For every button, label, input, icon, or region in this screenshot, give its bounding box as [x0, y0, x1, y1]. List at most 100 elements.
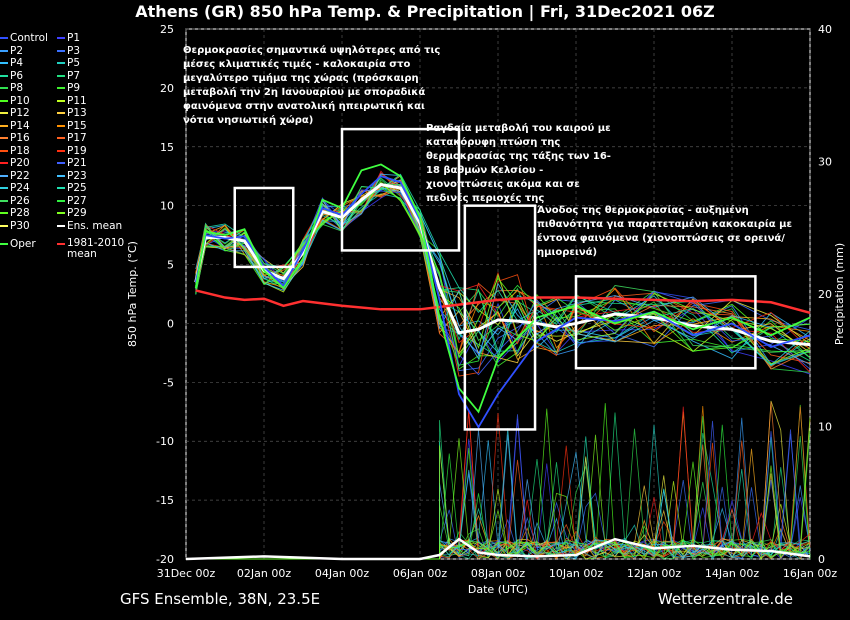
- legend-label: P29: [67, 207, 87, 219]
- y-tick-label: 15: [160, 141, 174, 154]
- legend-swatch: [0, 162, 8, 164]
- legend-item: P28: [0, 207, 30, 220]
- legend-item: Control: [0, 32, 48, 45]
- legend-label: P2: [10, 44, 24, 57]
- legend-label: P15: [67, 119, 87, 132]
- legend-swatch: [57, 112, 65, 114]
- legend-item: P5: [57, 57, 80, 70]
- legend-swatch: [0, 62, 8, 64]
- x-tick-label: 16Jan 00z: [783, 567, 837, 580]
- legend-swatch: [57, 174, 65, 177]
- legend-item: P12: [0, 107, 30, 120]
- legend-label: 1981-2010 mean: [67, 237, 125, 260]
- x-tick-label: 02Jan 00z: [237, 567, 291, 580]
- y-tick-label: 10: [160, 200, 174, 213]
- legend-swatch: [57, 74, 65, 77]
- legend-label: P13: [67, 107, 87, 119]
- x-tick-label: 10Jan 00z: [549, 567, 603, 580]
- ensemble-member-line: [195, 184, 811, 366]
- legend-swatch: [0, 187, 8, 189]
- legend-label: P24: [10, 182, 30, 194]
- legend-label: P3: [67, 44, 81, 57]
- legend-label: Control: [10, 32, 48, 44]
- legend-label: P27: [67, 194, 87, 207]
- legend-label: P4: [10, 57, 24, 69]
- legend-item: 1981-2010 mean: [57, 238, 127, 260]
- legend-swatch: [0, 212, 8, 214]
- legend-item: P6: [0, 70, 23, 83]
- legend-item: Oper: [0, 238, 36, 251]
- legend-label: P11: [67, 94, 87, 107]
- annotation-2: Ραγδαία μεταβολή του καιρού με κατακόρυφ…: [426, 123, 611, 204]
- y-axis-label: 850 hPa Temp. (°C): [126, 241, 139, 347]
- legend-label: P28: [10, 207, 30, 219]
- legend-swatch: [57, 99, 65, 102]
- legend-item: P20: [0, 157, 30, 170]
- legend-item: P26: [0, 195, 30, 208]
- y-tick-label: -15: [156, 494, 174, 507]
- legend-item: P30: [0, 220, 30, 233]
- legend-label: P7: [67, 69, 81, 82]
- legend-row: P8 P9: [0, 82, 132, 95]
- ensemble-member-line: [195, 179, 811, 360]
- legend-label: P9: [67, 82, 81, 94]
- legend-item: P17: [57, 132, 87, 145]
- annotation-1: Θερμοκρασίες σημαντικά υψηλότερες από τι…: [183, 45, 441, 126]
- legend: Control P1 P2 P3 P4 P5 P6 P7 P8 P9 P10 P11 P12 P13 P14…: [0, 32, 132, 260]
- legend-label: P1: [67, 32, 81, 44]
- annotation-box: [233, 186, 295, 269]
- legend-item: P27: [57, 195, 87, 208]
- legend-swatch: [57, 212, 65, 214]
- precip-mean-line: [185, 537, 811, 561]
- legend-label: P10: [10, 94, 30, 107]
- legend-swatch: [57, 62, 65, 64]
- legend-swatch: [0, 124, 8, 127]
- model-source-label: GFS Ensemble, 38N, 23.5E: [120, 590, 321, 608]
- x-tick-label: 12Jan 00z: [627, 567, 681, 580]
- legend-label: P25: [67, 182, 87, 194]
- y2-tick-label: 20: [818, 288, 832, 301]
- legend-swatch: [0, 49, 8, 52]
- legend-label: P17: [67, 132, 87, 144]
- legend-row: P24 P25: [0, 182, 132, 195]
- legend-swatch: [0, 37, 8, 39]
- y-tick-label: -10: [156, 435, 174, 448]
- legend-row: P6 P7: [0, 70, 132, 83]
- legend-item: P23: [57, 170, 87, 183]
- y-tick-label: 25: [160, 23, 174, 36]
- legend-label: Ens. mean: [67, 219, 123, 232]
- legend-row: Oper 1981-2010 mean: [0, 238, 132, 260]
- legend-label: P8: [10, 82, 24, 94]
- y2-axis-label: Precipitation (mm): [833, 243, 846, 345]
- x-tick-label: 04Jan 00z: [315, 567, 369, 580]
- legend-swatch: [0, 224, 8, 227]
- x-tick-label: 31Dec 00z: [157, 567, 216, 580]
- legend-swatch: [57, 87, 65, 89]
- legend-item: P18: [0, 145, 30, 158]
- x-tick-label: 08Jan 00z: [471, 567, 525, 580]
- legend-row: P10 P11: [0, 95, 132, 108]
- legend-label: P21: [67, 157, 87, 169]
- legend-item: P3: [57, 45, 80, 58]
- legend-label: P16: [10, 132, 30, 144]
- legend-swatch: [0, 149, 8, 152]
- legend-label: P22: [10, 169, 30, 182]
- ensemble-precip-line: [186, 428, 811, 560]
- ensemble-precip-line: [186, 412, 811, 560]
- legend-row: P14 P15: [0, 120, 132, 133]
- legend-swatch: [57, 162, 65, 164]
- legend-label: P23: [67, 169, 87, 182]
- ensemble-precip-line: [186, 414, 811, 560]
- legend-row: P2 P3: [0, 45, 132, 58]
- legend-swatch: [0, 87, 8, 89]
- legend-item: P24: [0, 182, 30, 195]
- y-tick-label: 5: [167, 259, 174, 272]
- legend-item: P10: [0, 95, 30, 108]
- annotation-3: Άνοδος της θερμοκρασίας - αυξημένη πιθαν…: [537, 205, 793, 258]
- legend-row: Control P1: [0, 32, 132, 45]
- legend-item: P15: [57, 120, 87, 133]
- legend-swatch: [0, 74, 8, 77]
- legend-item: P8: [0, 82, 23, 95]
- legend-swatch: [57, 243, 65, 245]
